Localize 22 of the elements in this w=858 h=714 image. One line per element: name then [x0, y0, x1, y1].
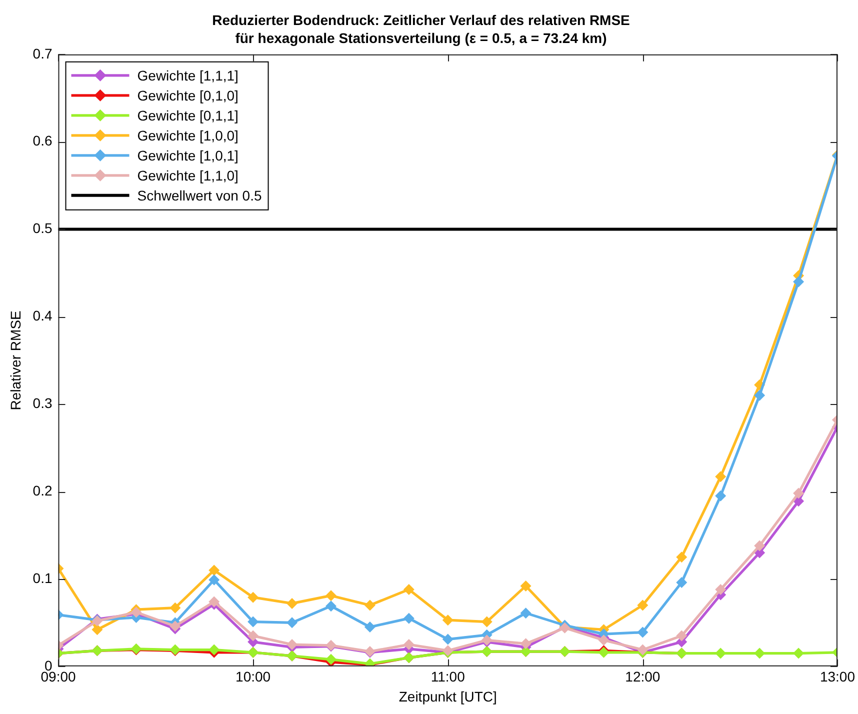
chart-title: Reduzierter Bodendruck: Zeitlicher Verlauf des relativen RMSE für hexagonale Stationsverteilung (ε = 0.5, a = 73.24 km) [212, 12, 630, 46]
y-tick-label: 0.7 [32, 45, 52, 62]
y-tick-label: 0.6 [32, 132, 52, 149]
x-tick-label: 10:00 [236, 668, 271, 685]
legend-label: Gewichte [1,0,0] [137, 127, 238, 144]
legend-label: Gewichte [0,1,1] [137, 107, 238, 124]
x-tick-label: 11:00 [430, 668, 466, 685]
y-tick-label: 0.1 [32, 570, 52, 586]
x-axis-title: Zeitpunkt [UTC] [398, 688, 497, 704]
y-tick-label: 0.2 [32, 482, 52, 498]
y-tick-label: 0.4 [32, 308, 52, 324]
y-tick-label: 0.5 [32, 220, 52, 236]
legend-label: Gewichte [1,1,1] [137, 67, 238, 84]
y-axis-title: Relativer RMSE [7, 310, 24, 410]
y-tick-label: 0 [44, 657, 52, 674]
x-tick-label: 13:00 [820, 668, 856, 685]
x-tick-label: 12:00 [625, 668, 660, 685]
legend-label: Gewichte [1,1,0] [137, 167, 238, 184]
legend-label: Schwellwert von 0.5 [137, 187, 262, 204]
y-tick-label: 0.3 [32, 394, 52, 411]
legend-label: Gewichte [1,0,1] [137, 147, 238, 164]
legend-label: Gewichte [0,1,0] [137, 87, 238, 104]
